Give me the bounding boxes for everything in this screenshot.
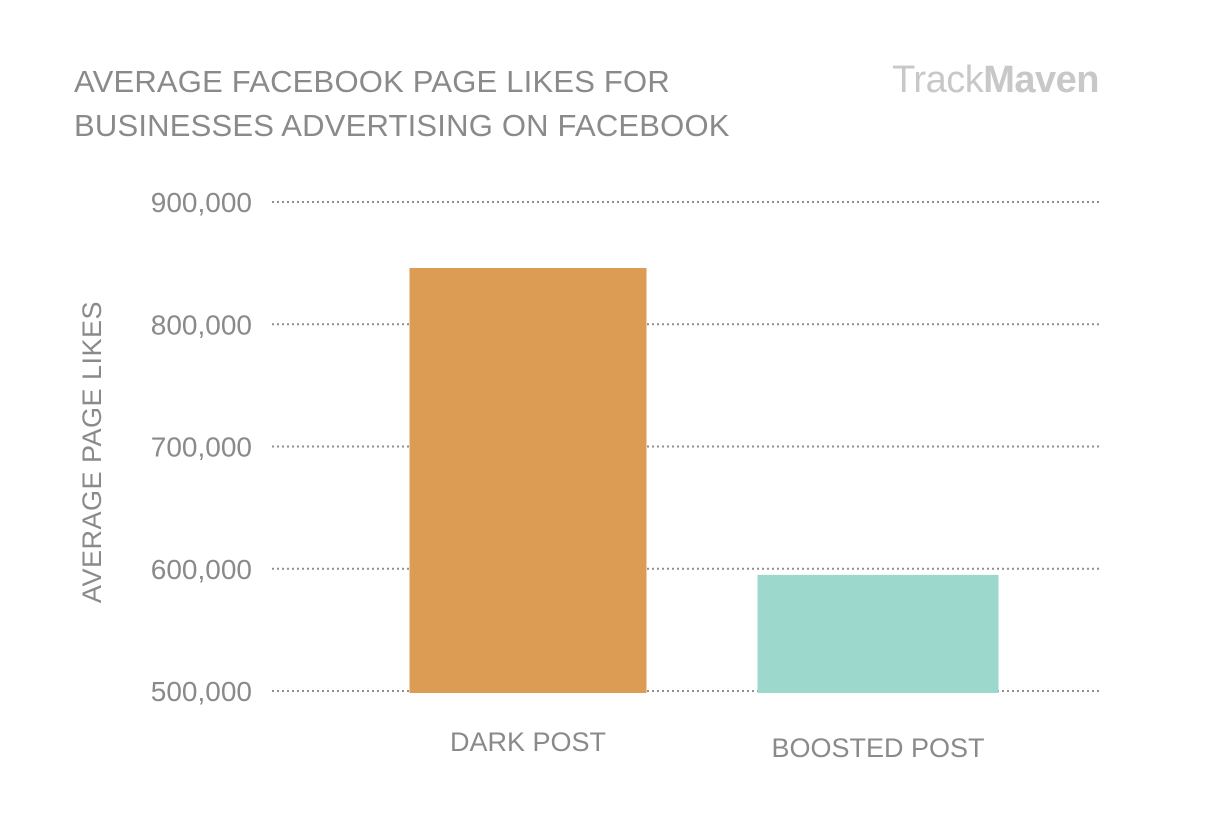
logo-part-maven: Maven [983,59,1099,101]
y-tick-label: 800,000 [151,309,252,340]
chart-title: AVERAGE FACEBOOK PAGE LIKES FOR BUSINESS… [74,60,834,148]
chart-title-line-1: AVERAGE FACEBOOK PAGE LIKES FOR [74,64,670,99]
y-tick-label: 500,000 [151,676,252,707]
x-axis-labels: DARK POST BOOSTED POST [450,727,985,763]
trackmaven-logo: TrackMaven [892,58,1099,102]
logo-part-track: Track [892,59,984,101]
y-axis-label: AVERAGE PAGE LIKES [77,301,107,603]
y-tick-label: 600,000 [151,554,252,585]
chart-title-line-2: BUSINESSES ADVERTISING ON FACEBOOK [74,108,730,143]
x-tick-label: DARK POST [450,727,606,757]
y-axis-ticks: 500,000 600,000 700,000 800,000 900,000 [151,187,252,707]
bars [409,268,999,693]
y-tick-label: 900,000 [151,187,252,218]
bar-boosted-post [757,574,999,693]
x-tick-label: BOOSTED POST [771,733,984,763]
y-tick-label: 700,000 [151,432,252,463]
bar-dark-post [409,268,647,693]
